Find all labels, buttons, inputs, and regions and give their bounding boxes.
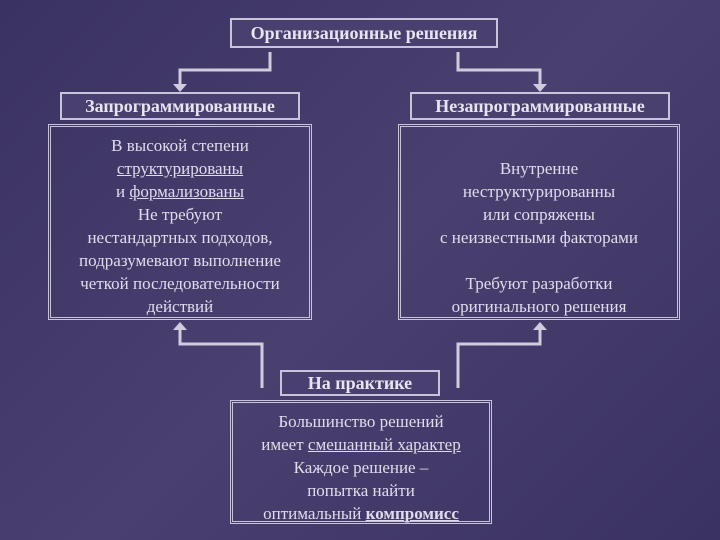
connector-arrows [0,0,720,540]
